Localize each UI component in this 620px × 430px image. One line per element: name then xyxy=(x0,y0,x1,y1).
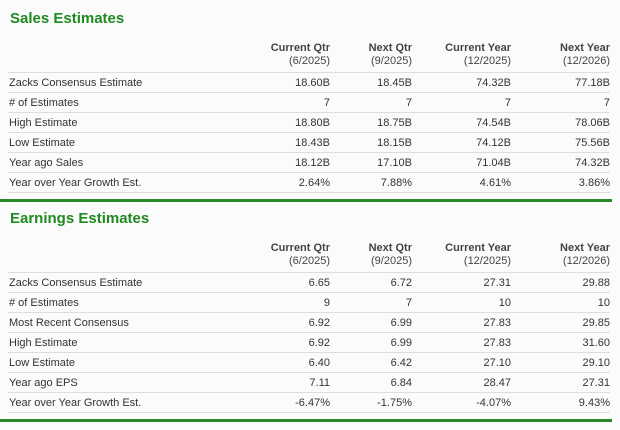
cell-value: 6.99 xyxy=(330,312,412,333)
cell-value: -6.47% xyxy=(248,392,330,413)
column-header-current-year: Current Year (12/2025) xyxy=(412,242,511,273)
sales-estimates-table: Current Qtr (6/2025) Next Qtr (9/2025) Cur… xyxy=(8,42,610,193)
cell-value: 7 xyxy=(330,292,412,313)
cell-value: 2.64% xyxy=(248,172,330,193)
cell-value: 10 xyxy=(511,292,610,313)
earnings-estimates-table: Current Qtr (6/2025) Next Qtr (9/2025) Cur… xyxy=(8,242,610,413)
row-label: Most Recent Consensus xyxy=(8,312,248,333)
section-divider xyxy=(0,419,612,422)
column-header-next-year: Next Year (12/2026) xyxy=(511,42,610,73)
table-row: Low Estimate 6.40 6.42 27.10 29.10 xyxy=(8,352,610,373)
table-row: Year over Year Growth Est. 2.64% 7.88% 4.61… xyxy=(8,172,610,193)
cell-value: 6.40 xyxy=(248,352,330,373)
cell-value: 4.61% xyxy=(412,172,511,193)
cell-value: 6.84 xyxy=(330,372,412,393)
cell-value: 7 xyxy=(511,92,610,113)
cell-value: 29.10 xyxy=(511,352,610,373)
table-header-row: Current Qtr (6/2025) Next Qtr (9/2025) Cur… xyxy=(8,242,610,273)
earnings-estimates-title: Earnings Estimates xyxy=(10,210,150,227)
cell-value: 74.12B xyxy=(412,132,511,153)
cell-value: 17.10B xyxy=(330,152,412,173)
cell-value: 18.60B xyxy=(248,72,330,93)
table-row: High Estimate 6.92 6.99 27.83 31.60 xyxy=(8,332,610,353)
cell-value: 18.43B xyxy=(248,132,330,153)
table-row: Year ago EPS 7.11 6.84 28.47 27.31 xyxy=(8,372,610,393)
cell-value: 6.99 xyxy=(330,332,412,353)
cell-value: 18.75B xyxy=(330,112,412,133)
row-label: Year ago Sales xyxy=(8,152,248,173)
row-label: Year over Year Growth Est. xyxy=(8,392,248,413)
row-label: # of Estimates xyxy=(8,92,248,113)
cell-value: 27.10 xyxy=(412,352,511,373)
table-row: High Estimate 18.80B 18.75B 74.54B 78.06B xyxy=(8,112,610,133)
cell-value: 29.88 xyxy=(511,272,610,293)
sales-estimates-title: Sales Estimates xyxy=(10,10,125,27)
row-label: Zacks Consensus Estimate xyxy=(8,72,248,93)
cell-value: 7 xyxy=(330,92,412,113)
row-label: High Estimate xyxy=(8,112,248,133)
row-label: Low Estimate xyxy=(8,132,248,153)
cell-value: 9 xyxy=(248,292,330,313)
table-row: # of Estimates 9 7 10 10 xyxy=(8,292,610,313)
row-label: # of Estimates xyxy=(8,292,248,313)
cell-value: 74.32B xyxy=(511,152,610,173)
cell-value: 7.88% xyxy=(330,172,412,193)
cell-value: 18.80B xyxy=(248,112,330,133)
label-column-header xyxy=(8,242,248,273)
label-column-header xyxy=(8,42,248,73)
cell-value: 27.83 xyxy=(412,332,511,353)
cell-value: 18.45B xyxy=(330,72,412,93)
cell-value: 6.65 xyxy=(248,272,330,293)
cell-value: 27.31 xyxy=(412,272,511,293)
cell-value: 6.42 xyxy=(330,352,412,373)
cell-value: 10 xyxy=(412,292,511,313)
cell-value: 74.54B xyxy=(412,112,511,133)
cell-value: 7.11 xyxy=(248,372,330,393)
cell-value: 28.47 xyxy=(412,372,511,393)
cell-value: 3.86% xyxy=(511,172,610,193)
column-header-next-qtr: Next Qtr (9/2025) xyxy=(330,242,412,273)
cell-value: 27.83 xyxy=(412,312,511,333)
cell-value: 6.72 xyxy=(330,272,412,293)
cell-value: 9.43% xyxy=(511,392,610,413)
row-label: Year ago EPS xyxy=(8,372,248,393)
cell-value: 6.92 xyxy=(248,312,330,333)
cell-value: 78.06B xyxy=(511,112,610,133)
table-row: Most Recent Consensus 6.92 6.99 27.83 29.85 xyxy=(8,312,610,333)
cell-value: 77.18B xyxy=(511,72,610,93)
column-header-next-qtr: Next Qtr (9/2025) xyxy=(330,42,412,73)
row-label: High Estimate xyxy=(8,332,248,353)
cell-value: 75.56B xyxy=(511,132,610,153)
cell-value: 7 xyxy=(248,92,330,113)
cell-value: 7 xyxy=(412,92,511,113)
row-label: Year over Year Growth Est. xyxy=(8,172,248,193)
cell-value: 31.60 xyxy=(511,332,610,353)
cell-value: 6.92 xyxy=(248,332,330,353)
row-label: Low Estimate xyxy=(8,352,248,373)
table-row: Year ago Sales 18.12B 17.10B 71.04B 74.32B xyxy=(8,152,610,173)
cell-value: 18.12B xyxy=(248,152,330,173)
column-header-current-qtr: Current Qtr (6/2025) xyxy=(248,42,330,73)
cell-value: 74.32B xyxy=(412,72,511,93)
table-row: Year over Year Growth Est. -6.47% -1.75% -4… xyxy=(8,392,610,413)
row-label: Zacks Consensus Estimate xyxy=(8,272,248,293)
table-row: Low Estimate 18.43B 18.15B 74.12B 75.56B xyxy=(8,132,610,153)
section-divider xyxy=(0,199,612,202)
column-header-next-year: Next Year (12/2026) xyxy=(511,242,610,273)
cell-value: 18.15B xyxy=(330,132,412,153)
cell-value: 29.85 xyxy=(511,312,610,333)
cell-value: 71.04B xyxy=(412,152,511,173)
table-header-row: Current Qtr (6/2025) Next Qtr (9/2025) Cur… xyxy=(8,42,610,73)
table-row: # of Estimates 7 7 7 7 xyxy=(8,92,610,113)
cell-value: 27.31 xyxy=(511,372,610,393)
cell-value: -1.75% xyxy=(330,392,412,413)
column-header-current-year: Current Year (12/2025) xyxy=(412,42,511,73)
table-row: Zacks Consensus Estimate 6.65 6.72 27.31 29.… xyxy=(8,272,610,293)
column-header-current-qtr: Current Qtr (6/2025) xyxy=(248,242,330,273)
table-row: Zacks Consensus Estimate 18.60B 18.45B 74.3… xyxy=(8,72,610,93)
cell-value: -4.07% xyxy=(412,392,511,413)
